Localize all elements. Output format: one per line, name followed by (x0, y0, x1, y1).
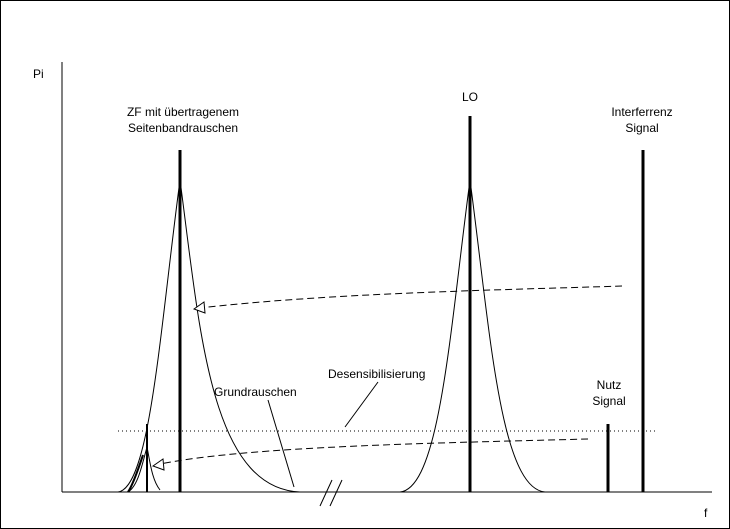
y-axis-label: Pi (33, 67, 44, 81)
noise-mixing-arrow (159, 438, 589, 465)
nutz-label-line2: Signal (592, 394, 625, 408)
axis-break-mark-2 (329, 479, 343, 507)
desensibilisierung-leader-line (344, 381, 379, 428)
grundrauschen-leader-line (267, 399, 295, 488)
desensibilisierung-label: Desensibilisierung (328, 367, 425, 381)
lo-label: LO (462, 90, 478, 104)
zf-noise-skirt (117, 179, 301, 493)
zf-label-line2: Seitenbandrauschen (128, 121, 238, 135)
x-axis-label: f (704, 506, 708, 520)
zf-label-line1: ZF mit übertragenem (127, 105, 239, 119)
lo-noise-skirt (399, 179, 546, 493)
small-spur-edge (127, 454, 144, 493)
interferenz-label-line2: Signal (625, 121, 658, 135)
small-spur-skirt (127, 446, 161, 493)
axis-break-mark-1 (319, 479, 333, 507)
noise-arrowhead (151, 458, 165, 471)
nutz-label-line1: Nutz (597, 378, 622, 392)
grundrauschen-label: Grundrauschen (214, 385, 297, 399)
interference-mixing-arrow (199, 285, 623, 309)
interferenz-label-line1: Interferrenz (611, 105, 672, 119)
interference-arrowhead (192, 301, 206, 314)
